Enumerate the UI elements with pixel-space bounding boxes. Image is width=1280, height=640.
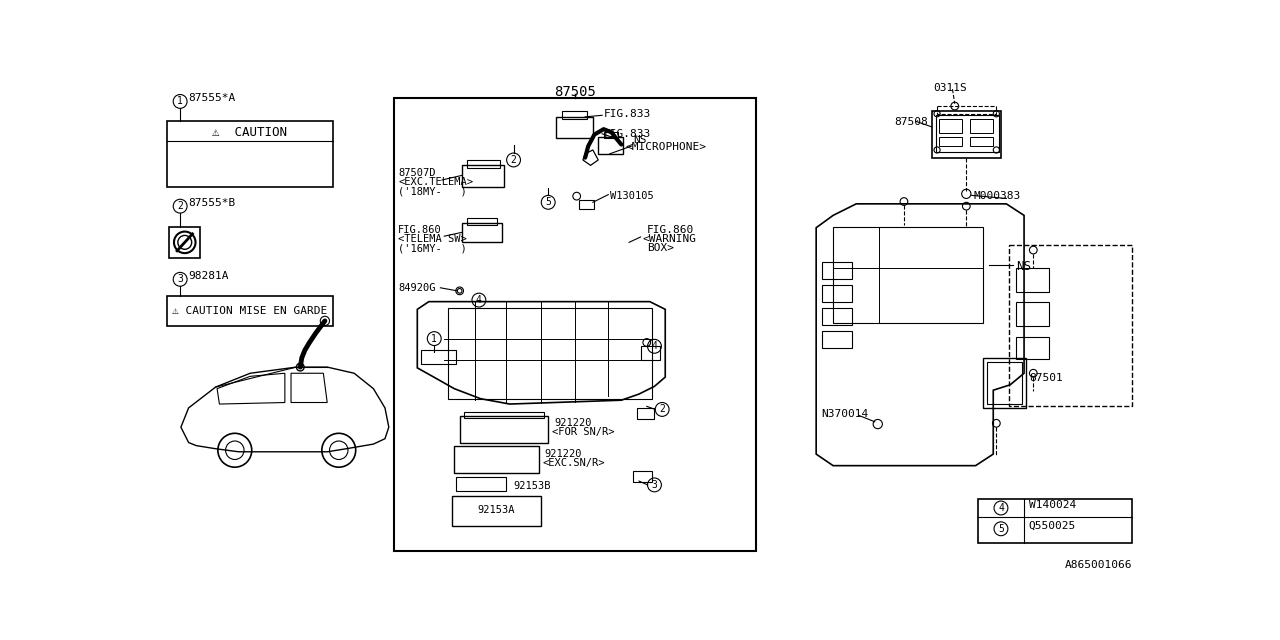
Bar xyxy=(456,477,506,491)
Text: 5: 5 xyxy=(998,524,1004,534)
Text: BOX>: BOX> xyxy=(646,243,673,253)
Text: FIG.833: FIG.833 xyxy=(604,129,652,139)
Bar xyxy=(940,119,963,133)
Bar xyxy=(168,122,333,187)
Text: 4: 4 xyxy=(998,503,1004,513)
Text: 0311S: 0311S xyxy=(933,83,966,93)
Bar xyxy=(562,111,586,119)
Text: ('16MY-   ): ('16MY- ) xyxy=(398,243,467,253)
Text: 921220: 921220 xyxy=(544,449,582,459)
Bar xyxy=(448,308,652,399)
Bar xyxy=(460,415,548,442)
Bar xyxy=(632,471,652,482)
Text: FIG.860: FIG.860 xyxy=(646,225,694,235)
Bar xyxy=(822,285,852,301)
Text: A865001066: A865001066 xyxy=(1065,561,1132,570)
Bar xyxy=(833,227,983,323)
Text: <FOR SN/R>: <FOR SN/R> xyxy=(552,427,614,437)
Text: <TELEMA SW>: <TELEMA SW> xyxy=(398,234,467,244)
Text: 92153B: 92153B xyxy=(513,481,552,491)
Text: W130105: W130105 xyxy=(609,191,654,201)
Bar xyxy=(970,137,993,146)
Text: 5: 5 xyxy=(545,197,552,207)
Text: 98281A: 98281A xyxy=(188,271,228,281)
Bar xyxy=(463,412,544,418)
Bar xyxy=(1009,244,1132,406)
Bar xyxy=(169,227,200,258)
Bar xyxy=(636,408,654,419)
Text: ⚠  CAUTION: ⚠ CAUTION xyxy=(212,125,287,139)
Bar xyxy=(394,99,756,551)
Bar xyxy=(932,111,1001,157)
Text: 87505: 87505 xyxy=(554,84,596,99)
Text: 87507D: 87507D xyxy=(398,168,435,178)
Text: <WARNING: <WARNING xyxy=(643,234,696,244)
Bar xyxy=(467,160,499,168)
Text: 2: 2 xyxy=(659,404,666,415)
Bar xyxy=(983,358,1025,408)
Text: 87508: 87508 xyxy=(895,117,928,127)
Text: NS: NS xyxy=(632,134,646,145)
Bar xyxy=(467,218,498,225)
Text: 1: 1 xyxy=(177,97,183,106)
Bar xyxy=(940,137,963,146)
Text: 3: 3 xyxy=(652,480,658,490)
Text: FIG.833: FIG.833 xyxy=(604,109,652,119)
Text: 87555*A: 87555*A xyxy=(188,93,236,103)
Bar xyxy=(822,308,852,324)
Text: 87555*B: 87555*B xyxy=(188,198,236,208)
Bar xyxy=(1016,301,1048,326)
Text: <EXC.TELEMA>: <EXC.TELEMA> xyxy=(398,177,474,187)
Text: 3: 3 xyxy=(177,275,183,284)
Text: W140024: W140024 xyxy=(1029,500,1076,510)
Bar xyxy=(978,499,1132,543)
Text: NS: NS xyxy=(1016,260,1032,273)
Bar xyxy=(987,362,1021,404)
Text: FIG.860: FIG.860 xyxy=(398,225,442,235)
Text: 84920G: 84920G xyxy=(398,283,435,293)
Text: <EXC.SN/R>: <EXC.SN/R> xyxy=(541,458,604,468)
Bar xyxy=(1016,268,1048,292)
Bar xyxy=(822,331,852,348)
Bar xyxy=(168,296,333,326)
Bar xyxy=(936,115,998,152)
Bar xyxy=(604,132,617,138)
Text: 1: 1 xyxy=(431,333,438,344)
Text: M000383: M000383 xyxy=(973,191,1020,201)
Text: ⚠ CAUTION MISE EN GARDE: ⚠ CAUTION MISE EN GARDE xyxy=(172,306,328,316)
Bar xyxy=(1016,337,1048,358)
Bar xyxy=(598,137,623,154)
Bar xyxy=(937,106,996,114)
Text: <MICROPHONE>: <MICROPHONE> xyxy=(625,142,707,152)
Text: 92153A: 92153A xyxy=(477,504,515,515)
Text: 2: 2 xyxy=(177,201,183,211)
Text: 4: 4 xyxy=(652,341,658,351)
Bar xyxy=(452,497,540,525)
Text: N370014: N370014 xyxy=(822,410,869,419)
Text: 2: 2 xyxy=(511,155,517,165)
Bar xyxy=(640,346,660,360)
Text: 87501: 87501 xyxy=(1029,373,1064,383)
Text: 4: 4 xyxy=(476,295,481,305)
Bar xyxy=(462,165,504,187)
Bar xyxy=(556,117,593,138)
Bar xyxy=(462,223,502,243)
Bar xyxy=(421,350,456,364)
Bar xyxy=(454,447,539,474)
Text: Q550025: Q550025 xyxy=(1029,521,1076,531)
Text: 921220: 921220 xyxy=(554,418,591,428)
Text: ('18MY-   ): ('18MY- ) xyxy=(398,186,467,196)
Bar xyxy=(970,119,993,133)
Bar xyxy=(579,200,594,209)
Bar xyxy=(822,262,852,278)
